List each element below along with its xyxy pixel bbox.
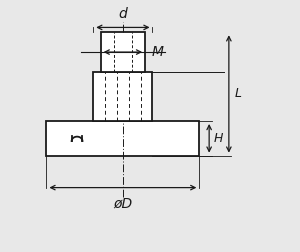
Text: M: M (151, 45, 163, 59)
Bar (101, 32, 145, 72)
Bar (93, 72, 152, 121)
Bar (46, 121, 199, 155)
Text: H: H (214, 132, 224, 145)
Text: øD: øD (113, 196, 133, 210)
Text: d: d (118, 7, 127, 21)
Text: L: L (235, 87, 242, 101)
